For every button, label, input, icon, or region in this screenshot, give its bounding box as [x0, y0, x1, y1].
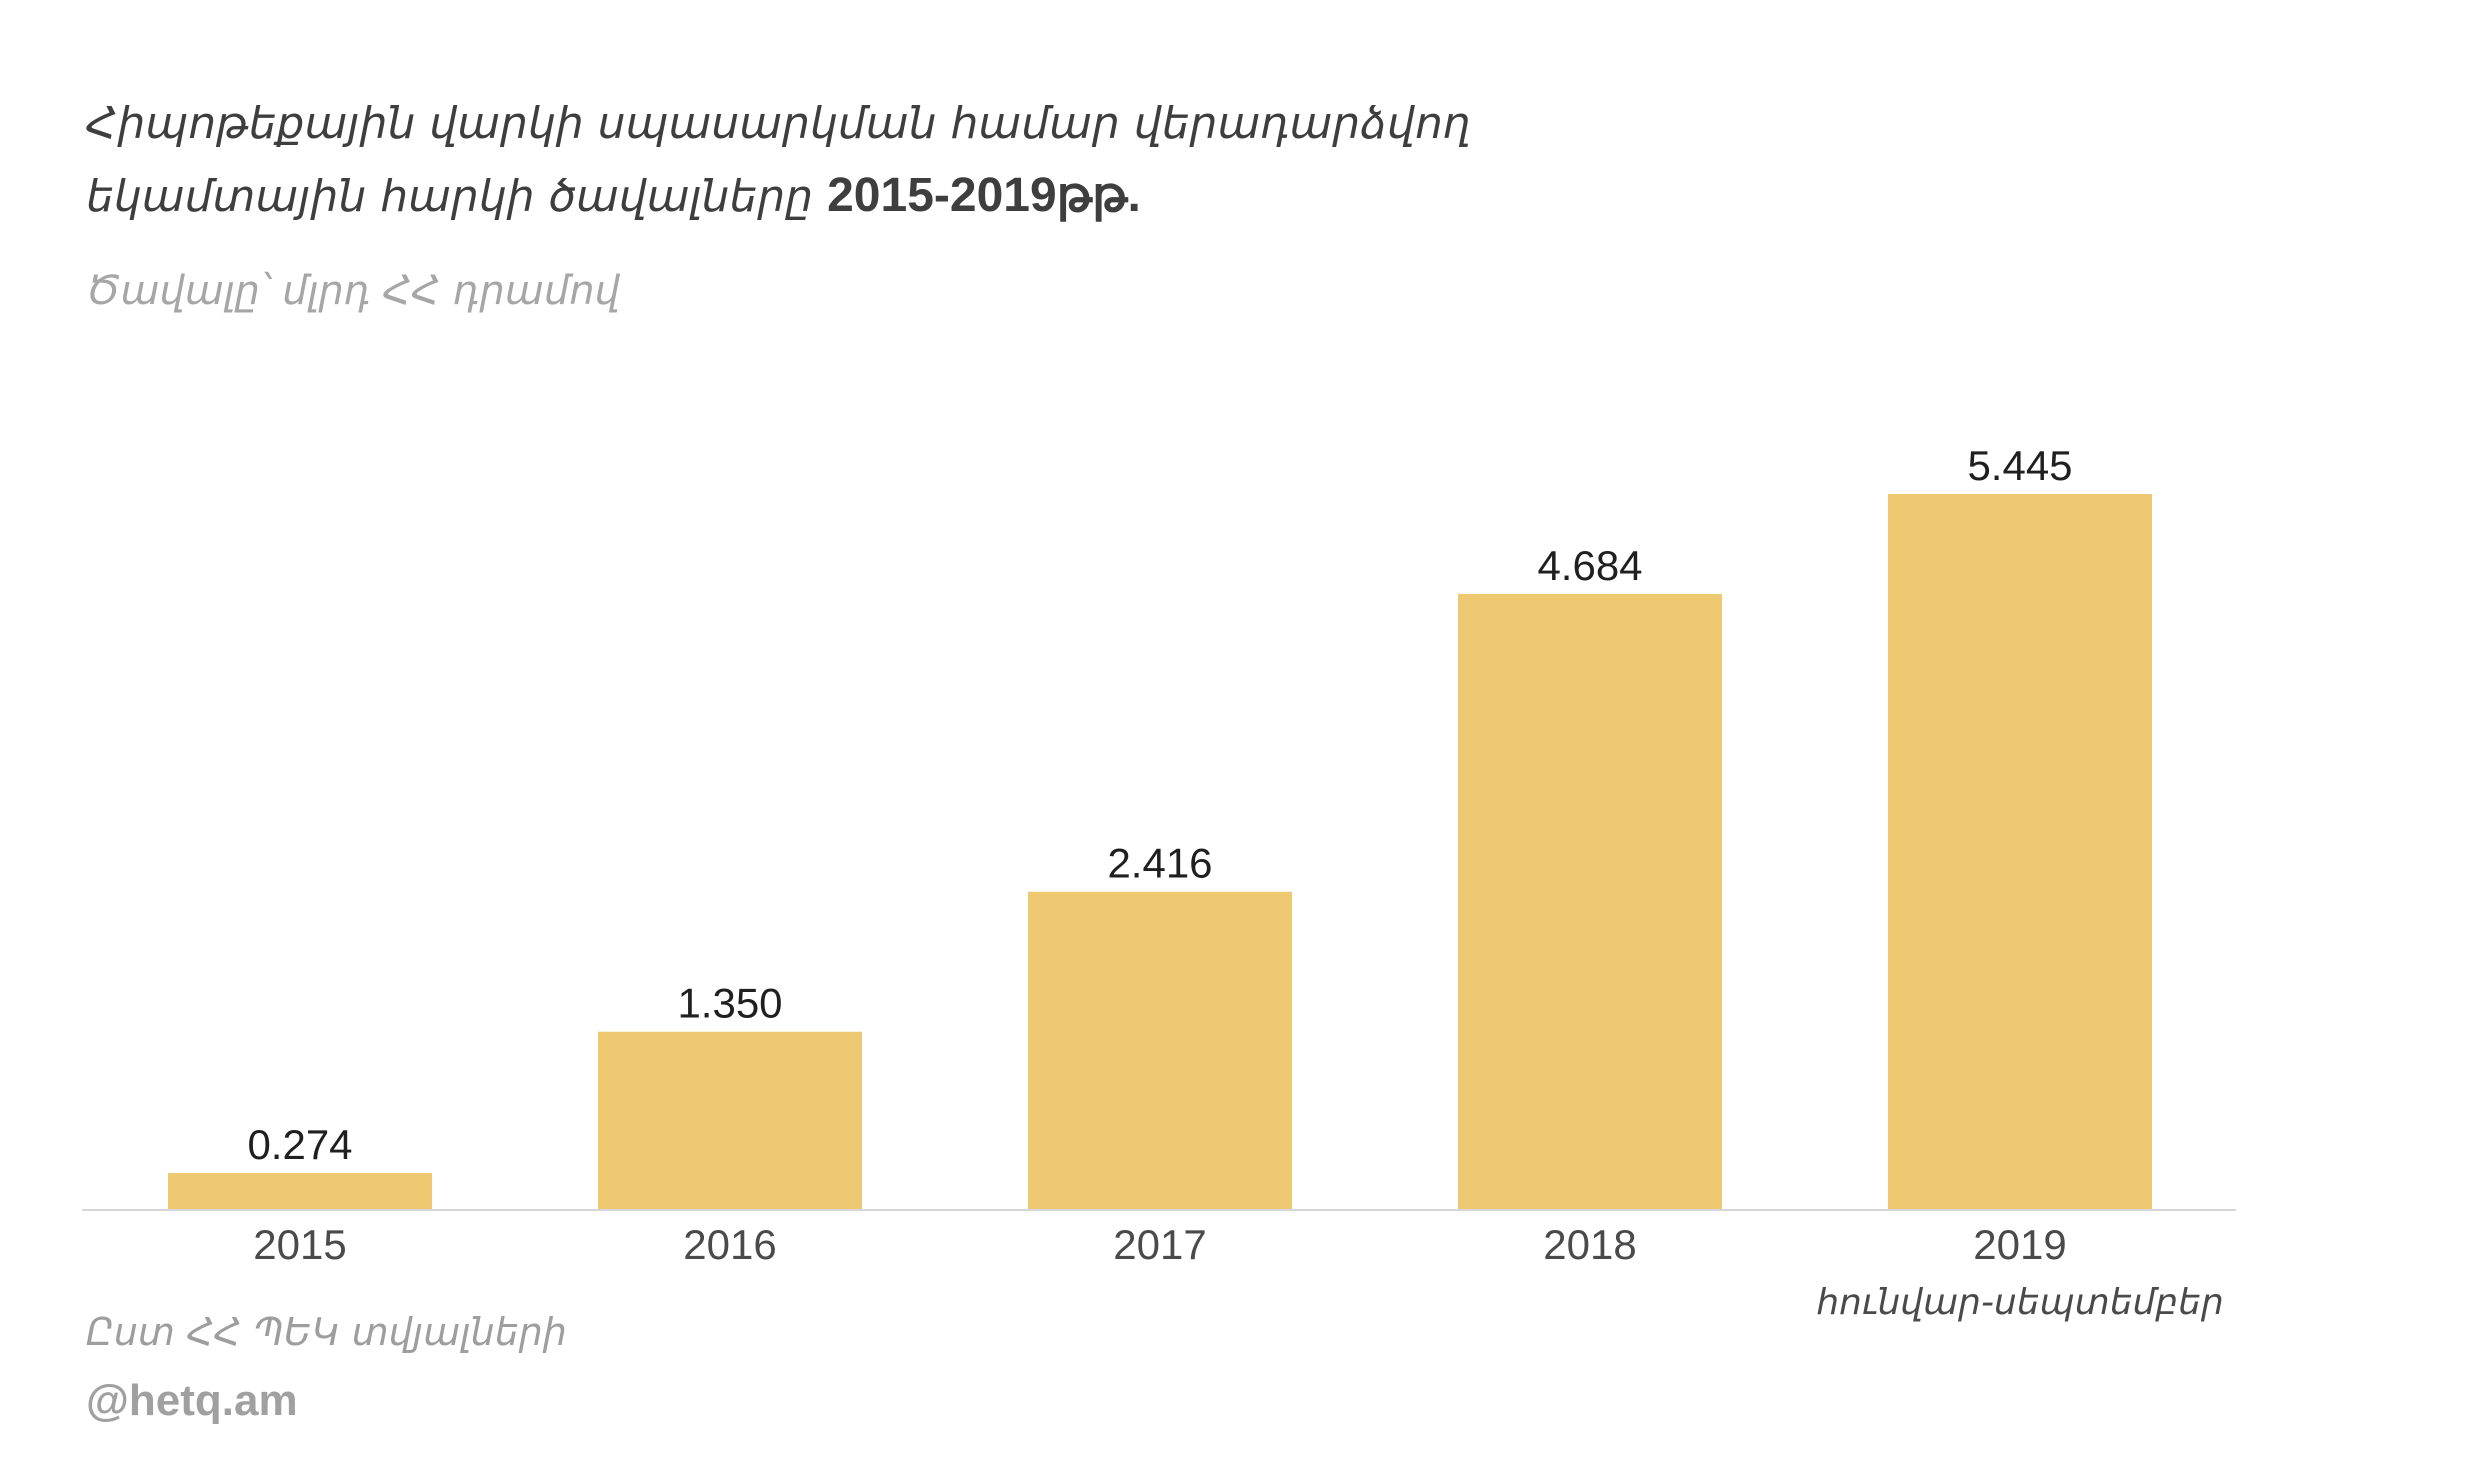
chart-subtitle: Ծավալը՝ մլրդ ՀՀ դրամով	[86, 268, 620, 314]
bar-2015	[168, 1173, 432, 1209]
chart-title-line-2: եկամտային հարկի ծավալները	[86, 171, 814, 222]
bar-2016	[598, 1031, 862, 1209]
credit-handle: @hetq.am	[86, 1376, 298, 1425]
chart-title-line-1: Հիպոթեքային վարկի սպասարկման համար վերադ…	[86, 98, 1471, 149]
x-tick-label-2018: 2018	[1543, 1221, 1636, 1268]
bar-2018	[1458, 593, 1722, 1209]
source-note: Ըստ ՀՀ ՊԵԿ տվյալների	[86, 1310, 567, 1354]
chart-title-years: 2015-2019թթ.	[827, 169, 1141, 222]
x-tick-note-2019: հունվար-սեպտեմբեր	[1816, 1282, 2224, 1323]
x-tick-label-2017: 2017	[1113, 1221, 1206, 1268]
data-label-2018: 4.684	[1537, 542, 1642, 589]
data-label-2015: 0.274	[247, 1121, 352, 1168]
data-label-2016: 1.350	[677, 980, 782, 1027]
chart-title: Հիպոթեքային վարկի սպասարկման համար վերադ…	[86, 88, 1786, 233]
data-label-2017: 2.416	[1107, 840, 1212, 887]
bar-2019	[1888, 494, 2152, 1209]
x-tick-label-2015: 2015	[253, 1221, 346, 1268]
x-tick-label-2019: 2019	[1973, 1221, 2066, 1268]
x-tick-label-2016: 2016	[683, 1221, 776, 1268]
data-label-2019: 5.445	[1967, 442, 2072, 489]
bar-2017	[1028, 891, 1292, 1209]
